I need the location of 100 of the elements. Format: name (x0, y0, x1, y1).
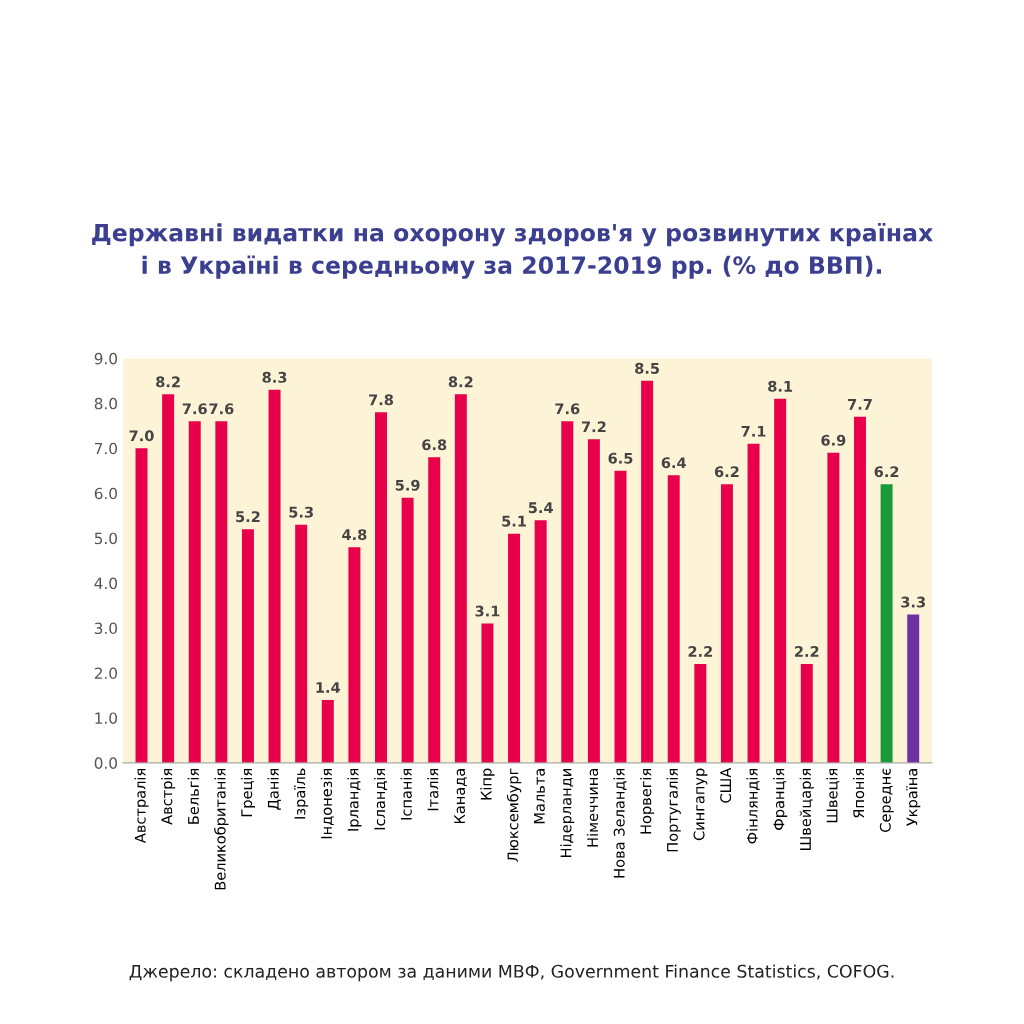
bar (641, 380, 654, 763)
bar (508, 533, 521, 763)
chart-title: Державні видатки на охорону здоров'я у розвинутих країнах і в Україні в середньому за 2017-2019 рр. (% до ВВП). (92, 222, 933, 279)
x-tick-label: Японія (852, 768, 865, 818)
y-tick-label: 5.0 (94, 532, 117, 545)
data-label: 5.2 (236, 511, 260, 523)
data-label: 7.6 (555, 403, 580, 415)
bar (827, 452, 840, 763)
y-tick-label: 4.0 (94, 577, 117, 590)
bar (667, 475, 680, 763)
bar (135, 448, 148, 763)
bar (428, 457, 441, 763)
bar (561, 421, 574, 763)
x-tick-label: Греція (240, 768, 256, 817)
data-label: 8.2 (156, 376, 180, 388)
data-label: 6.4 (661, 457, 686, 469)
bar (880, 484, 893, 763)
y-tick-label: 8.0 (94, 397, 117, 410)
y-tick-label: 2.0 (94, 667, 117, 680)
x-tick-label: Німеччина (586, 769, 599, 847)
data-label: 7.7 (848, 398, 872, 410)
data-label: 5.9 (395, 479, 420, 491)
bar (162, 394, 175, 763)
x-tick-label: Нідерланди (560, 769, 575, 857)
bar (241, 529, 254, 763)
bar (800, 664, 813, 763)
data-label: 7.1 (741, 425, 766, 437)
y-tick-label: 0.0 (94, 757, 117, 769)
bar (614, 470, 627, 763)
x-tick-label: Середнє (879, 768, 894, 832)
x-tick-label: Швейцарія (799, 768, 814, 850)
data-label: 2.2 (688, 645, 712, 657)
data-label: 5.3 (289, 506, 313, 518)
bar (188, 421, 201, 763)
data-label: 6.2 (874, 466, 899, 478)
bar (321, 699, 334, 763)
data-label: 8.3 (262, 371, 287, 383)
bar (375, 412, 387, 763)
bar (348, 547, 361, 763)
x-tick-label: Швеція (826, 768, 840, 823)
x-tick-label: Сингапур (693, 768, 708, 841)
bar (534, 520, 547, 763)
bar (401, 497, 414, 763)
data-label: 8.1 (768, 380, 793, 392)
x-tick-label: США (720, 767, 732, 803)
x-tick-label: Ізраїль (294, 768, 309, 819)
bar (481, 623, 494, 763)
data-label: 8.2 (448, 376, 473, 388)
y-tick-label: 6.0 (94, 487, 117, 500)
bar (587, 439, 600, 763)
data-label: 6.8 (422, 439, 447, 451)
x-tick-label: Україна (906, 769, 921, 826)
x-tick-label: Канада (454, 769, 467, 824)
bar (694, 664, 707, 763)
bar (907, 614, 920, 763)
bar (268, 389, 281, 763)
data-label: 3.3 (901, 596, 925, 608)
x-tick-label: Норвегія (640, 768, 655, 834)
bar (720, 484, 733, 763)
data-label: 6.9 (821, 434, 846, 446)
data-label: 5.4 (528, 502, 553, 514)
data-label: 2.2 (795, 645, 819, 657)
y-tick-label: 3.0 (94, 622, 117, 635)
bar (854, 416, 866, 763)
x-tick-label: Великобританія (214, 768, 229, 890)
bar (215, 421, 228, 763)
text: Джерело: складено автором за даними МВФ, Government Finance Statistics, COFOG. (129, 964, 894, 982)
data-label: 1.4 (316, 682, 341, 693)
bar (454, 394, 467, 763)
x-tick-label: Мальта (534, 769, 545, 824)
x-tick-label: Ірландія (347, 768, 362, 831)
x-tick-label: Австралія (134, 768, 149, 844)
y-tick-label: 1.0 (95, 712, 117, 724)
x-tick-label: Фінляндія (746, 768, 760, 844)
y-tick-label: 9.0 (94, 352, 117, 365)
x-tick-label: Австрія (161, 768, 176, 825)
x-tick-label: Ісландія (373, 768, 388, 830)
data-label: 7.6 (182, 403, 207, 415)
data-label: 4.8 (342, 529, 367, 541)
y-tick-label: 7.0 (94, 442, 117, 455)
x-tick-label: Італія (427, 768, 439, 811)
data-label: 7.0 (129, 430, 154, 442)
x-tick-label: Індонезія (320, 768, 334, 839)
x-tick-label: Франція (773, 768, 788, 830)
data-label: 3.1 (475, 605, 500, 617)
bar (295, 524, 308, 763)
data-label: 7.2 (581, 421, 606, 433)
x-tick-label: Нова Зеландія (613, 768, 627, 878)
bar (774, 398, 787, 763)
x-tick-label: Люксембург (506, 768, 522, 862)
x-tick-label: Кіпр (480, 768, 495, 800)
data-label: 6.2 (714, 466, 739, 478)
bar (747, 443, 760, 763)
data-label: 5.1 (502, 515, 526, 527)
data-label: 7.8 (369, 394, 394, 406)
x-tick-label: Данія (267, 768, 281, 810)
data-label: 7.6 (209, 403, 234, 415)
data-label: 8.5 (635, 362, 660, 374)
x-tick-label: Португалія (666, 768, 681, 852)
x-tick-label: Бельгія (187, 768, 199, 824)
